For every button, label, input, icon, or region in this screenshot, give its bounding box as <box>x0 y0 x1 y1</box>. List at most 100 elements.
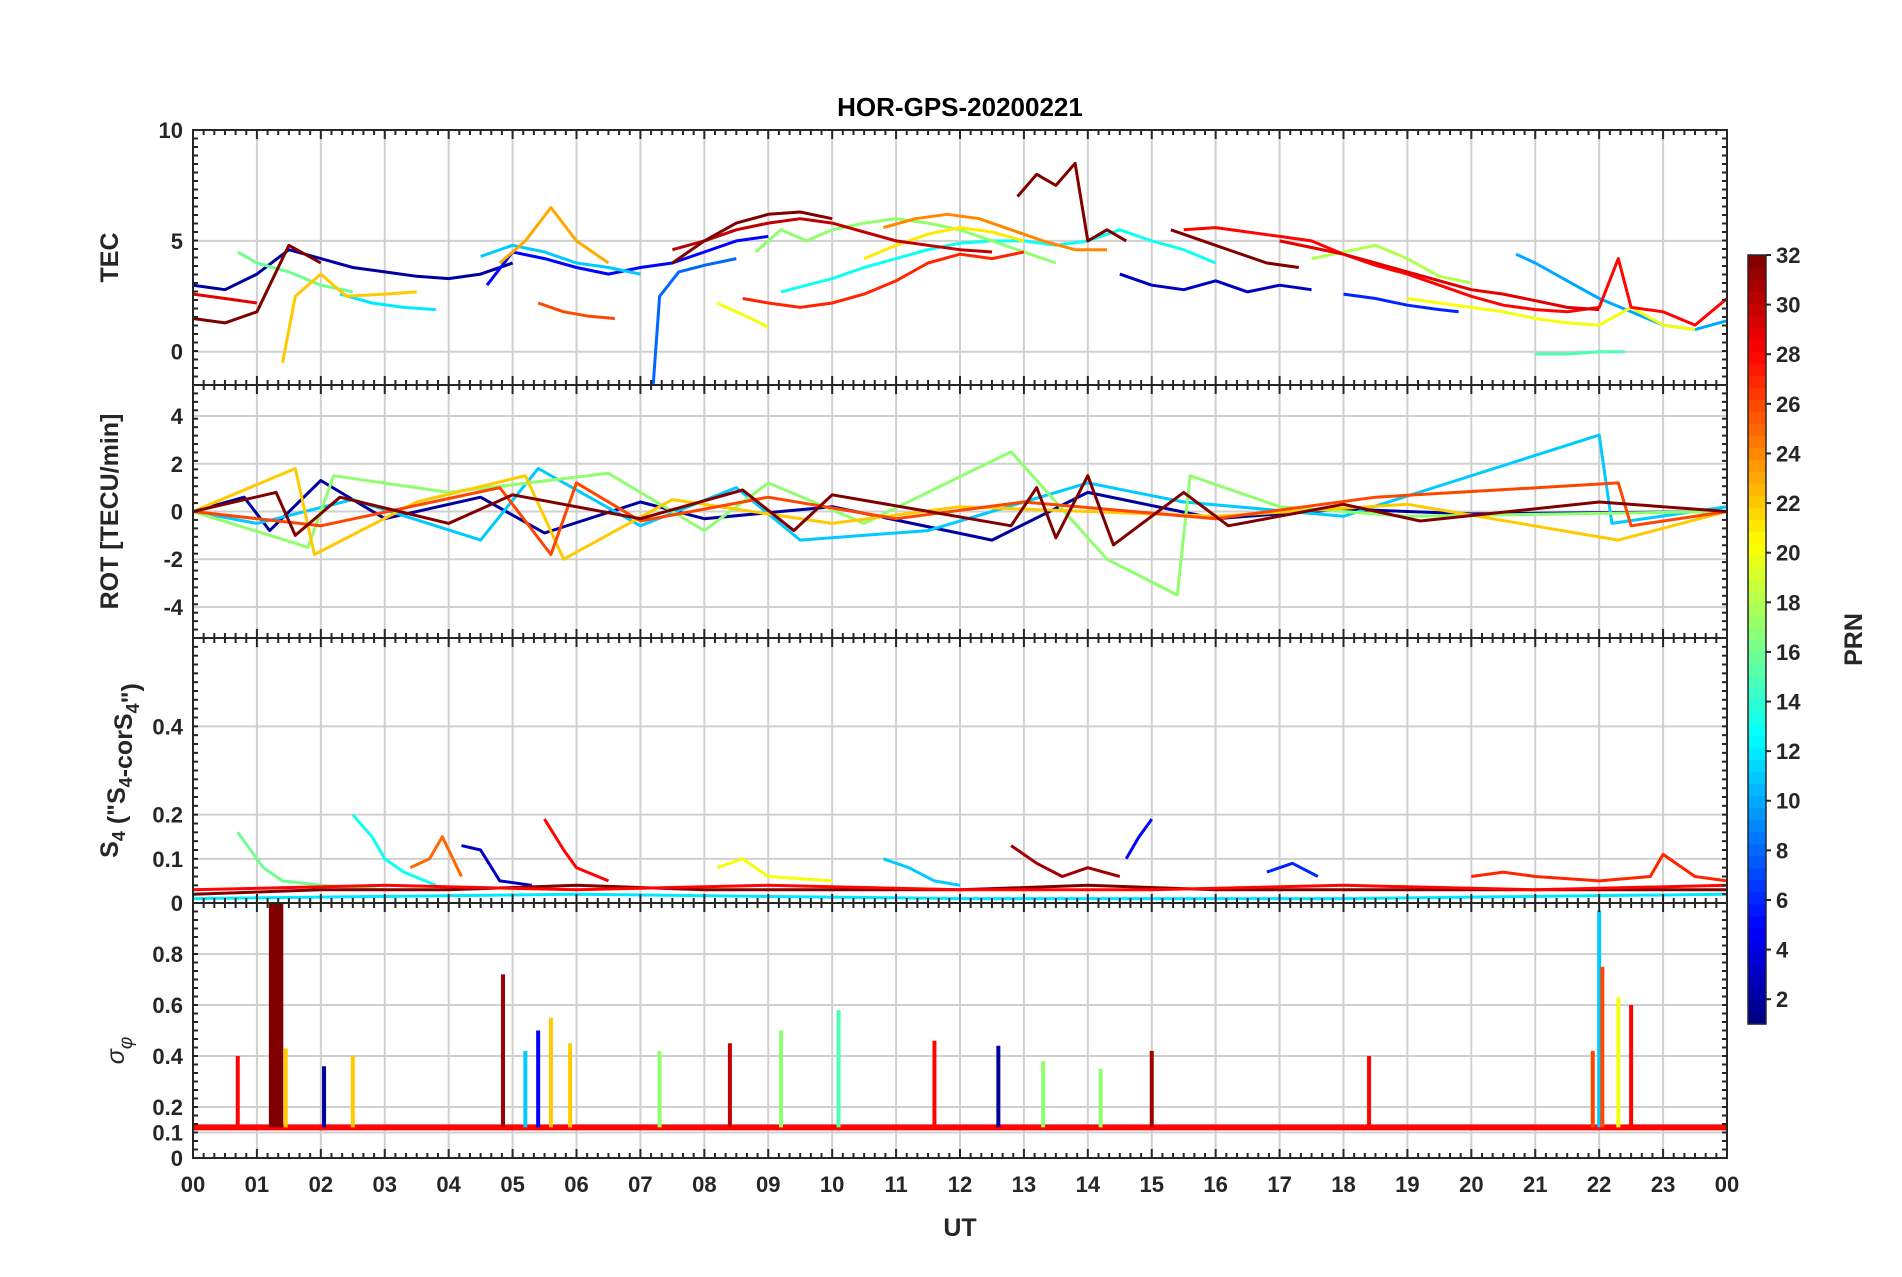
colorbar-tick-label: 16 <box>1776 640 1800 665</box>
y-tick-label: 0 <box>171 340 183 365</box>
colorbar-segment <box>1748 459 1766 472</box>
colorbar-segment <box>1748 639 1766 653</box>
colorbar-segment <box>1748 387 1766 400</box>
colorbar-segment <box>1748 603 1766 617</box>
y-tick-label: 0 <box>171 891 183 916</box>
series-line-prn-13 <box>351 813 437 887</box>
series-group <box>193 161 1727 385</box>
y-tick-label: 0.4 <box>152 1044 183 1069</box>
colorbar-segment <box>1748 543 1766 556</box>
x-tick-label: 07 <box>628 1172 652 1197</box>
x-tick-label: 21 <box>1523 1172 1547 1197</box>
colorbar-segment <box>1748 891 1766 905</box>
x-tick-label: 16 <box>1203 1172 1227 1197</box>
colorbar-segment <box>1748 651 1766 665</box>
series-line-prn-21 <box>863 226 1025 260</box>
colorbar-segment <box>1748 267 1766 280</box>
colorbar-segment <box>1748 507 1766 520</box>
x-tick-label: 14 <box>1076 1172 1101 1197</box>
colorbar-segment <box>1748 255 1766 268</box>
x-tick-label: 04 <box>436 1172 461 1197</box>
x-tick-label: 03 <box>373 1172 397 1197</box>
y-tick-label: 4 <box>171 404 184 429</box>
colorbar-segment <box>1748 711 1766 725</box>
colorbar-tick-label: 28 <box>1776 342 1800 367</box>
series-group <box>193 433 1727 597</box>
x-tick-label: 12 <box>948 1172 972 1197</box>
series-line-prn-32 <box>1016 161 1127 243</box>
colorbar-segment <box>1748 555 1766 569</box>
y-tick-label: 0.2 <box>152 803 183 828</box>
colorbar-segment <box>1748 435 1766 448</box>
colorbar-segment <box>1748 351 1766 364</box>
colorbar-tick-label: 18 <box>1776 590 1800 615</box>
colorbar-tick-label: 30 <box>1776 293 1800 318</box>
colorbar-segment <box>1748 963 1766 977</box>
colorbar-segment <box>1748 771 1766 785</box>
series-line-prn-29 <box>1279 239 1600 312</box>
colorbar-segment <box>1748 747 1766 761</box>
series-line-prn-20 <box>716 301 769 329</box>
y-axis-label: TEC <box>96 233 124 283</box>
colorbar-segment <box>1748 903 1766 917</box>
colorbar-tick-label: 8 <box>1776 838 1788 863</box>
y-tick-label: 0 <box>171 1146 183 1171</box>
colorbar-segment <box>1748 399 1766 412</box>
colorbar-segment <box>1748 807 1766 821</box>
colorbar-segment <box>1748 795 1766 809</box>
y-tick-label: -2 <box>163 547 183 572</box>
colorbar-segment <box>1748 831 1766 845</box>
series-line-prn-32 <box>1170 228 1300 269</box>
panel-s4: 0 0.1 0.2 0.4 S4 ("S4-corS4") <box>96 637 1728 916</box>
colorbar-tick-label: 22 <box>1776 491 1800 516</box>
colorbar-segment <box>1748 987 1766 1001</box>
y-tick-label: 10 <box>159 118 183 143</box>
colorbar-segment <box>1748 615 1766 629</box>
colorbar-tick-label: 6 <box>1776 888 1788 913</box>
series-line-prn-28 <box>193 883 1727 892</box>
series-line-prn-25 <box>409 835 463 878</box>
colorbar-segment <box>1748 339 1766 352</box>
series-line-prn-12 <box>339 292 437 312</box>
colorbar-segment <box>1748 291 1766 304</box>
colorbar-segment <box>1748 471 1766 484</box>
colorbar-segment <box>1748 843 1766 857</box>
series-line-prn-5 <box>1124 818 1154 860</box>
colorbar-tick-label: 2 <box>1776 987 1788 1012</box>
y-axis-label: ROT [TECU/min] <box>96 414 124 610</box>
series-line-prn-11 <box>882 857 961 887</box>
series-line-prn-23 <box>498 206 610 265</box>
series-line-prn-30 <box>672 217 993 254</box>
colorbar-tick-label: 4 <box>1776 938 1789 963</box>
series-line-prn-16 <box>236 250 354 294</box>
y-tick-label: 5 <box>171 229 183 254</box>
series-line-prn-29 <box>193 292 258 305</box>
colorbar-segment <box>1748 855 1766 869</box>
colorbar-segment <box>1748 783 1766 797</box>
colorbar-tick-label: 24 <box>1776 441 1801 466</box>
colorbar-segment <box>1748 279 1766 292</box>
colorbar-tick-label: 26 <box>1776 392 1800 417</box>
colorbar-segment <box>1748 375 1766 388</box>
colorbar-segment <box>1748 495 1766 508</box>
series-line-prn-11 <box>480 243 641 276</box>
x-tick-label: 00 <box>1715 1172 1739 1197</box>
colorbar-segment <box>1748 675 1766 689</box>
x-tick-label: 02 <box>309 1172 333 1197</box>
colorbar-segment <box>1748 447 1766 460</box>
colorbar-segment <box>1748 627 1766 641</box>
panel-tec: 0 5 10 TEC <box>96 118 1728 386</box>
y-axis-label: σφ <box>102 1037 137 1064</box>
x-tick-label: 13 <box>1012 1172 1036 1197</box>
colorbar-segment <box>1748 411 1766 424</box>
x-tick-label: 05 <box>500 1172 524 1197</box>
x-tick-label: 19 <box>1395 1172 1419 1197</box>
colorbar-segment <box>1748 531 1766 544</box>
series-line-prn-17 <box>193 450 1727 597</box>
colorbar-segment <box>1748 699 1766 713</box>
panel-sigma_phi: 00.10.2 0.4 0.6 0.8 σφ <box>102 902 1728 1171</box>
colorbar-segment <box>1748 303 1766 316</box>
